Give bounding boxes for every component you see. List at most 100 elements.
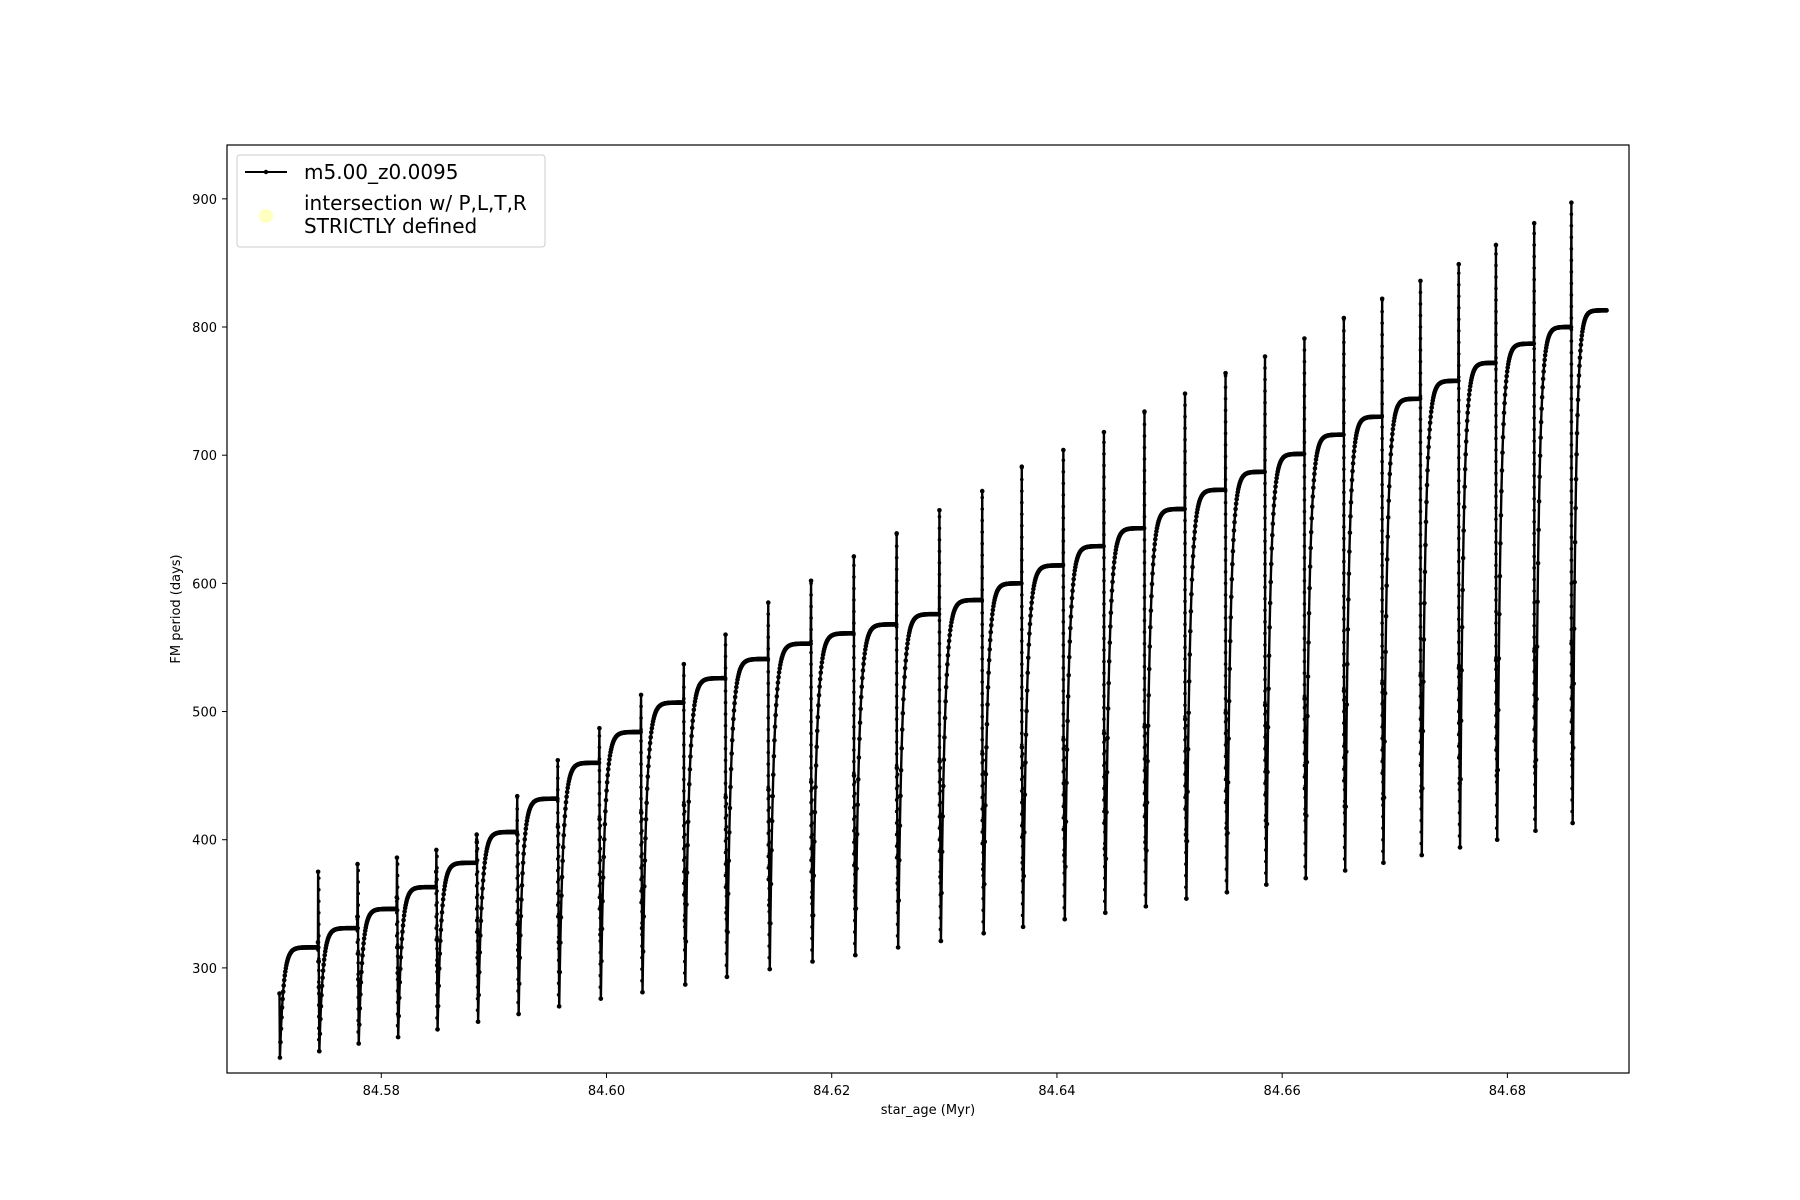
series-point xyxy=(1542,357,1547,363)
series-point xyxy=(723,735,728,739)
series-point xyxy=(1494,575,1498,579)
series-point xyxy=(1223,546,1228,551)
series-point xyxy=(1187,652,1193,657)
series-point xyxy=(1264,825,1268,829)
series-point xyxy=(731,716,736,722)
series-point xyxy=(682,844,687,848)
series-point xyxy=(1020,752,1025,756)
series-point xyxy=(1223,523,1228,528)
series-point xyxy=(640,909,644,914)
series-point xyxy=(602,822,608,827)
series-point xyxy=(937,711,942,715)
series-point xyxy=(1532,520,1536,524)
series-point xyxy=(516,989,520,993)
series-point xyxy=(767,805,772,810)
series-point xyxy=(1494,425,1498,429)
series-point xyxy=(1418,613,1423,618)
series-point xyxy=(515,818,520,823)
series-point xyxy=(1019,512,1024,516)
series-point xyxy=(1102,532,1106,537)
series-point xyxy=(904,651,909,657)
series-point xyxy=(681,700,686,705)
series-point xyxy=(895,876,900,880)
series-point xyxy=(1381,757,1385,761)
series-point xyxy=(1418,290,1423,295)
series-point xyxy=(1386,498,1392,503)
series-point xyxy=(1342,857,1347,861)
series-point xyxy=(1500,450,1505,455)
series-point xyxy=(1383,649,1388,655)
series-point xyxy=(809,766,813,770)
series-point xyxy=(1463,452,1468,457)
series-point xyxy=(1533,702,1537,706)
series-point xyxy=(813,763,819,768)
series-point xyxy=(1263,596,1267,601)
series-point xyxy=(1143,754,1148,759)
series-point xyxy=(815,714,821,720)
series-point xyxy=(1272,495,1277,501)
series-point xyxy=(1532,473,1536,478)
series-point xyxy=(1021,873,1027,879)
series-point xyxy=(1183,438,1187,442)
series-point xyxy=(773,712,778,718)
series-point xyxy=(1419,703,1424,707)
series-point xyxy=(556,958,561,962)
series-point xyxy=(1145,758,1150,764)
series-point xyxy=(1142,595,1147,600)
series-point xyxy=(1302,682,1307,687)
series-point xyxy=(356,960,360,965)
series-point xyxy=(282,973,288,978)
series-point xyxy=(1532,370,1536,374)
series-point xyxy=(852,713,856,718)
series-point xyxy=(1263,377,1267,382)
series-point xyxy=(810,844,814,848)
series-point xyxy=(1381,734,1385,738)
series-point xyxy=(937,584,942,588)
series-point xyxy=(1265,724,1271,730)
series-point xyxy=(1103,795,1107,800)
series-point xyxy=(1142,630,1147,634)
series-point xyxy=(1224,821,1229,825)
series-point xyxy=(1494,505,1498,510)
series-point xyxy=(1263,677,1267,682)
x-tick-label: 84.58 xyxy=(363,1084,400,1099)
series-point xyxy=(938,904,943,909)
series-point xyxy=(1494,413,1498,418)
series-point xyxy=(1456,261,1462,267)
series-point xyxy=(1062,790,1067,795)
series-point xyxy=(1380,529,1384,533)
series-point xyxy=(1342,479,1346,483)
series-point xyxy=(1224,786,1229,791)
series-point xyxy=(1500,434,1506,440)
series-point xyxy=(724,952,729,956)
series-point xyxy=(691,707,697,713)
series-point xyxy=(937,734,942,738)
series-point xyxy=(980,657,985,661)
series-point xyxy=(852,736,856,741)
series-point xyxy=(1102,521,1106,525)
series-point xyxy=(475,893,480,897)
series-point xyxy=(937,526,942,531)
series-point xyxy=(435,912,439,916)
series-point xyxy=(1342,559,1346,564)
series-point xyxy=(767,817,772,822)
series-point xyxy=(1456,582,1461,587)
series-point xyxy=(946,638,952,644)
series-point xyxy=(434,847,439,853)
series-point xyxy=(686,799,692,804)
series-point xyxy=(723,654,728,659)
series-point xyxy=(1423,542,1428,548)
series-point xyxy=(1303,795,1308,800)
series-point xyxy=(1457,753,1462,757)
series-point xyxy=(938,812,943,816)
series-point xyxy=(1227,638,1233,644)
series-point xyxy=(948,623,954,629)
series-point xyxy=(985,702,990,707)
series-point xyxy=(810,867,814,871)
series-point xyxy=(563,806,568,812)
series-point xyxy=(1183,484,1187,488)
series-point xyxy=(809,650,813,655)
series-point xyxy=(1271,511,1276,517)
series-point xyxy=(981,781,985,786)
series-point xyxy=(440,897,446,902)
